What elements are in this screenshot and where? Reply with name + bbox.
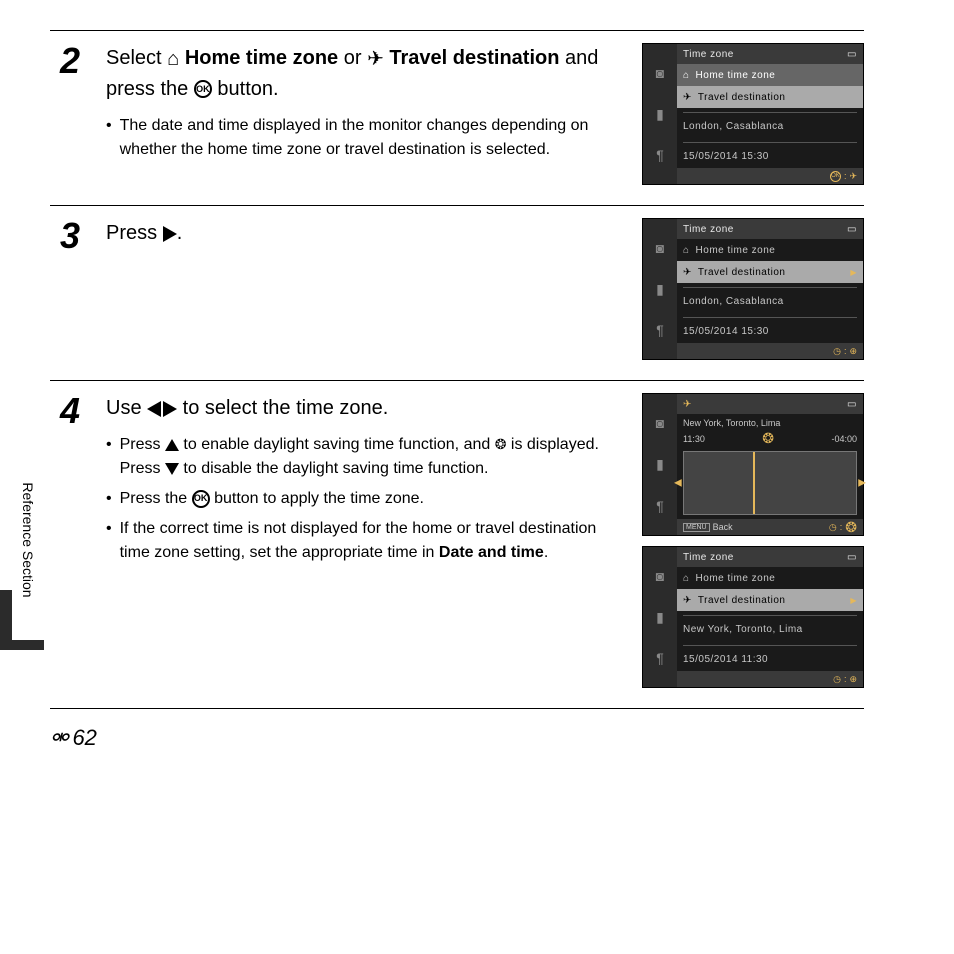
down-triangle-icon: [165, 463, 179, 475]
home-icon: [167, 44, 179, 74]
video-icon: ▮: [656, 107, 664, 121]
plane-icon: [683, 92, 692, 103]
side-tab-label: Reference Section: [20, 482, 36, 597]
camera-screen-step3: ◙ ▮ ¶ Time zone ▭ Home time zone: [642, 218, 864, 360]
dst-icon: [495, 436, 507, 453]
step-4: 4 Use to select the time zone. • Press t…: [50, 380, 864, 708]
home-icon: [683, 245, 690, 256]
screen-location: London, Casablanca: [677, 292, 863, 313]
screen-location: London, Casablanca: [677, 117, 863, 138]
side-tab: Reference Section: [12, 440, 44, 640]
dst-icon: [762, 430, 774, 447]
video-icon: ▮: [656, 610, 664, 624]
screen-location: New York, Toronto, Lima: [677, 620, 863, 641]
screen-datetime: 15/05/2014 11:30: [677, 650, 863, 671]
home-icon: [683, 573, 690, 584]
menu-icon: MENU: [683, 523, 710, 532]
step-3: 3 Press . ◙ ▮ ¶ Time zone ▭: [50, 205, 864, 380]
row-home: Home time zone: [677, 567, 863, 589]
row-travel: Travel destination ▶: [677, 589, 863, 611]
globe-icon: ⊕: [849, 674, 857, 685]
plane-icon: [367, 44, 384, 74]
step-4-bullet3: • If the correct time is not displayed f…: [106, 517, 622, 565]
globe-icon: ⊕: [849, 346, 857, 357]
camera-icon: ◙: [656, 416, 664, 430]
camera-screen-step2: ◙ ▮ ¶ Time zone ▭ Home time zone: [642, 43, 864, 185]
right-triangle-icon: [163, 226, 177, 242]
step-number: 3: [50, 218, 90, 254]
battery-icon: ▭: [847, 224, 857, 235]
map-offset: -04:00: [831, 434, 857, 444]
ok-footer-icon: OK: [830, 171, 841, 182]
ok-icon: OK: [192, 490, 210, 508]
clock-icon: ◷: [829, 522, 837, 533]
home-icon: [683, 70, 690, 81]
step-2-heading: Select Home time zone or Travel destinat…: [106, 43, 622, 104]
up-triangle-icon: [165, 439, 179, 451]
video-icon: ▮: [656, 282, 664, 296]
ok-icon: OK: [194, 80, 212, 98]
back-label: Back: [713, 522, 733, 532]
camera-screen-final: ◙ ▮ ¶ Time zone ▭ Home time zone: [642, 546, 864, 688]
dst-icon: [845, 519, 857, 536]
wrench-icon: ¶: [656, 499, 664, 513]
step-4-bullet1: • Press to enable daylight saving time f…: [106, 433, 622, 481]
row-home: Home time zone: [677, 239, 863, 261]
map-time: 11:30: [683, 434, 705, 444]
map-nav-right: ▶: [858, 478, 866, 489]
camera-screen-map: ◙ ▮ ¶ ▭ New York, Toronto, Lima 11:30: [642, 393, 864, 536]
battery-icon: ▭: [847, 49, 857, 60]
plane-icon: [683, 267, 692, 278]
battery-icon: ▭: [847, 399, 857, 410]
video-icon: ▮: [656, 457, 664, 471]
row-travel: Travel destination: [677, 86, 863, 108]
arrow-right-icon: ▶: [850, 268, 857, 277]
clock-icon: ◷: [833, 674, 841, 685]
step-4-bullet2: • Press the OK button to apply the time …: [106, 487, 622, 511]
plane-icon: [849, 171, 857, 182]
map-city: New York, Toronto, Lima: [683, 418, 857, 428]
screen-datetime: 15/05/2014 15:30: [677, 147, 863, 168]
wrench-icon: ¶: [656, 651, 664, 665]
left-right-triangle-icon: [147, 401, 177, 417]
screen-title: Time zone: [683, 224, 734, 235]
plane-icon: [683, 399, 692, 410]
row-travel: Travel destination ▶: [677, 261, 863, 283]
row-home: Home time zone: [677, 64, 863, 86]
step-4-heading: Use to select the time zone.: [106, 393, 622, 423]
page-number: 62: [72, 725, 96, 751]
page-footer: ⚮62: [50, 708, 864, 751]
step-2: 2 Select Home time zone or Travel destin…: [50, 30, 864, 205]
plane-icon: [683, 595, 692, 606]
step-number: 4: [50, 393, 90, 429]
battery-icon: ▭: [847, 552, 857, 563]
map-nav-left: ◀: [674, 478, 682, 489]
link-icon: ⚮: [50, 725, 68, 751]
step-3-heading: Press .: [106, 218, 622, 248]
step-2-bullet: • The date and time displayed in the mon…: [106, 114, 622, 162]
wrench-icon: ¶: [656, 323, 664, 337]
screen-title: Time zone: [683, 552, 734, 563]
camera-icon: ◙: [656, 569, 664, 583]
camera-icon: ◙: [656, 241, 664, 255]
screen-title: Time zone: [683, 49, 734, 60]
step-number: 2: [50, 43, 90, 79]
clock-icon: ◷: [833, 346, 841, 357]
arrow-right-icon: ▶: [850, 596, 857, 605]
camera-icon: ◙: [656, 66, 664, 80]
world-map: ◀ ▶: [683, 451, 857, 515]
screen-datetime: 15/05/2014 15:30: [677, 322, 863, 343]
wrench-icon: ¶: [656, 148, 664, 162]
